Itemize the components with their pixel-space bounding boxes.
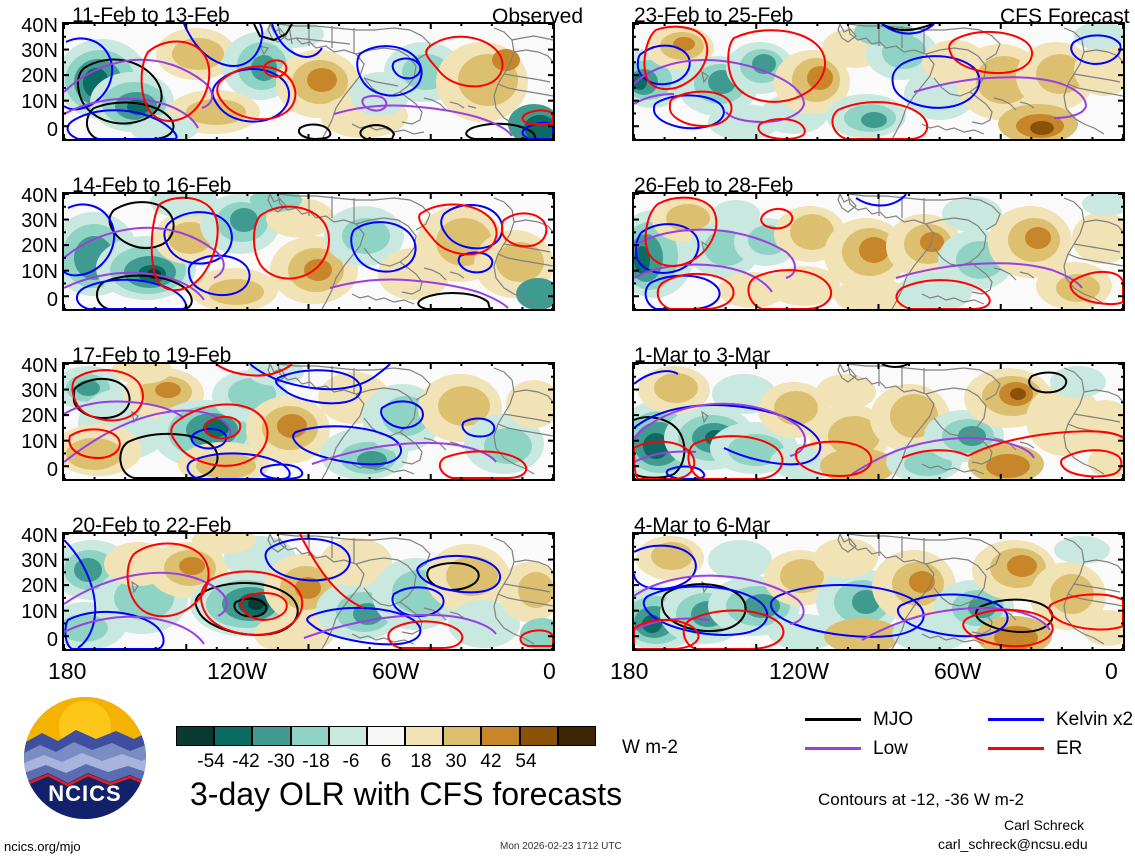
ylabel-r3-30N: 30N [21,380,58,402]
ylabel-r1-10N: 10N [21,91,58,113]
map-panel-8[interactable] [632,532,1125,651]
legend-label-low: Low [873,738,908,759]
colorbar-segment [252,726,291,746]
colorbar [176,726,596,746]
xlabel-right-0: 0 [1105,658,1118,684]
legend-label-mjo: MJO [873,709,914,730]
panel-title-2: 14-Feb to 16-Feb [72,174,232,197]
ylabel-r4-20N: 20N [21,575,58,597]
column-header-cfs-forecast: CFS Forecast [1000,5,1130,28]
map-panel-5[interactable] [632,22,1125,141]
ylabel-r2-30N: 30N [21,210,58,232]
contour-note: Contours at -12, -36 W m-2 [818,790,1024,809]
panel-title-7: 1-Mar to 3-Mar [634,344,771,367]
colorbar-tick--18: -18 [302,751,330,772]
xlabel-left-120W: 120W [207,658,268,684]
panel-title-3: 17-Feb to 19-Feb [72,344,232,367]
colorbar-segment [328,726,367,746]
legend-label-kelvin: Kelvin x2 [1056,709,1134,730]
ylabel-r3-10N: 10N [21,431,58,453]
ylabel-r4-40N: 40N [21,525,58,547]
ylabel-r4-10N: 10N [21,601,58,623]
timestamp: Mon 2026-02-23 1712 UTC [500,841,622,852]
colorbar-tick--54: -54 [197,751,225,772]
panel-title-6: 26-Feb to 28-Feb [634,174,794,197]
panel-title-1: 11-Feb to 13-Feb [72,4,230,27]
map-panel-1[interactable] [62,22,555,141]
xlabel-right-60W: 60W [934,658,982,684]
ylabel-r3-20N: 20N [21,405,58,427]
colorbar-segment [557,726,596,746]
ylabel-r1-30N: 30N [21,40,58,62]
legend-swatch-kelvin [988,718,1044,721]
ylabel-r1-0: 0 [46,119,58,141]
xlabel-right-120W: 120W [769,658,830,684]
colorbar-segment [519,726,558,746]
ylabel-r2-20N: 20N [21,235,58,257]
colorbar-tick--6: -6 [342,751,360,772]
column-header-observed: Observed [492,5,584,28]
author-name: Carl Schreck [1004,817,1085,833]
legend-label-er: ER [1056,738,1083,759]
ylabel-r1-40N: 40N [21,15,58,37]
panel-title-8: 4-Mar to 6-Mar [634,514,771,537]
colorbar-tick-42: 42 [480,751,502,772]
ylabel-r4-0: 0 [46,629,58,651]
colorbar-segment [290,726,329,746]
page-title: 3-day OLR with CFS forecasts [190,776,623,812]
legend-swatch-low [805,747,861,750]
xlabel-left-180: 180 [48,658,87,684]
site-url: ncics.org/mjo [4,839,81,854]
colorbar-segment [214,726,253,746]
ylabel-r4-30N: 30N [21,550,58,572]
legend-swatch-mjo [805,718,861,721]
colorbar-segment [176,726,215,746]
map-panel-4[interactable] [62,532,555,651]
colorbar-tick-6: 6 [380,751,392,772]
ylabel-r1-20N: 20N [21,65,58,87]
svg-text:NCICS: NCICS [48,781,121,806]
colorbar-tick-54: 54 [515,751,537,772]
colorbar-tick--42: -42 [232,751,260,772]
map-panel-7[interactable] [632,362,1125,481]
colorbar-tick-18: 18 [410,751,432,772]
xlabel-right-180: 180 [610,658,649,684]
xlabel-left-0: 0 [543,658,556,684]
colorbar-segment [366,726,406,746]
colorbar-segment [405,726,444,746]
ylabel-r3-0: 0 [46,459,58,481]
map-panel-3[interactable] [62,362,555,481]
colorbar-tick--30: -30 [267,751,295,772]
ylabel-r3-40N: 40N [21,355,58,377]
ylabel-r2-10N: 10N [21,261,58,283]
colorbar-segment [443,726,482,746]
ncics-logo[interactable]: NCICS [24,697,146,819]
author-email: carl_schreck@ncsu.edu [938,836,1088,852]
map-panel-6[interactable] [632,192,1125,311]
colorbar-units-label: W m-2 [622,737,678,758]
panel-title-5: 23-Feb to 25-Feb [634,4,794,27]
map-panel-2[interactable] [62,192,555,311]
colorbar-tick-30: 30 [445,751,467,772]
ylabel-r2-40N: 40N [21,185,58,207]
xlabel-left-60W: 60W [372,658,420,684]
colorbar-segment [481,726,520,746]
panel-title-4: 20-Feb to 22-Feb [72,514,232,537]
legend-swatch-er [988,747,1044,750]
ylabel-r2-0: 0 [46,289,58,311]
